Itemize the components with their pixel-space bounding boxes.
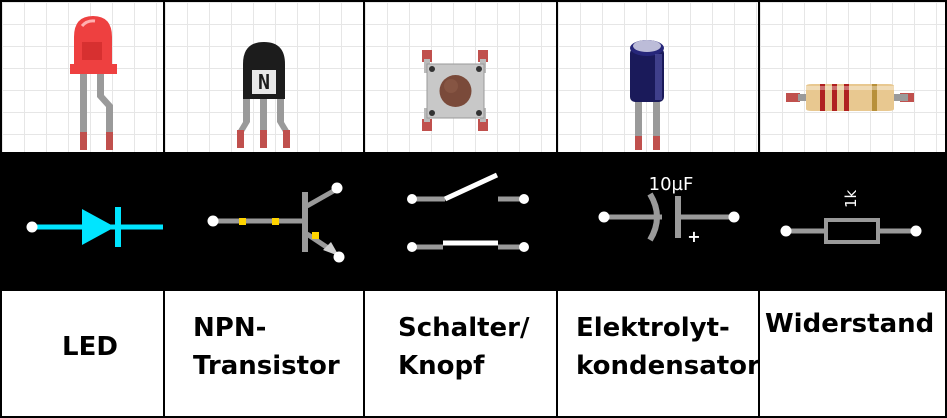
led-symbol-cell	[2, 152, 163, 289]
resistor-label: Widerstand	[765, 309, 935, 339]
capacitor-symbol: 10µF +	[598, 174, 740, 246]
resistor-label-cell: Widerstand	[760, 291, 945, 416]
switch-image	[422, 50, 488, 131]
transistor-image: N	[237, 42, 290, 148]
capacitor-label-cell: Elektrolyt- kondensator	[558, 291, 760, 416]
resistor-symbol-cell: 1k	[760, 152, 945, 289]
led-photo-cell	[2, 2, 163, 152]
transistor-marking: N	[258, 70, 270, 94]
capacitor-photo-cell	[558, 2, 758, 152]
capacitor-image	[630, 40, 664, 150]
transistor-symbol-cell	[165, 152, 363, 289]
led-label: LED	[62, 332, 118, 362]
resistor-value: 1k	[842, 189, 860, 208]
capacitor-symbol-cell: 10µF +	[558, 152, 758, 289]
led-label-cell: LED	[2, 291, 163, 416]
capacitor-label: Elektrolyt- kondensator	[576, 313, 760, 381]
resistor-photo-cell	[760, 2, 945, 152]
switch-symbol-cell	[365, 152, 556, 289]
switch-photo-cell	[365, 2, 556, 152]
switch-label-cell: Schalter/ Knopf	[365, 291, 556, 416]
resistor-symbol: 1k	[780, 189, 922, 244]
transistor-photo-cell: N	[165, 2, 363, 152]
transistor-label: NPN- Transistor	[193, 313, 340, 381]
transistor-label-cell: NPN- Transistor	[165, 291, 363, 416]
switch-symbol	[407, 172, 529, 252]
led-image	[70, 16, 117, 150]
capacitor-value: 10µF	[649, 174, 694, 195]
led-symbol	[26, 207, 163, 247]
resistor-image	[786, 84, 914, 111]
switch-label: Schalter/ Knopf	[398, 313, 530, 381]
capacitor-polarity: +	[687, 227, 700, 246]
npn-symbol	[207, 182, 345, 263]
